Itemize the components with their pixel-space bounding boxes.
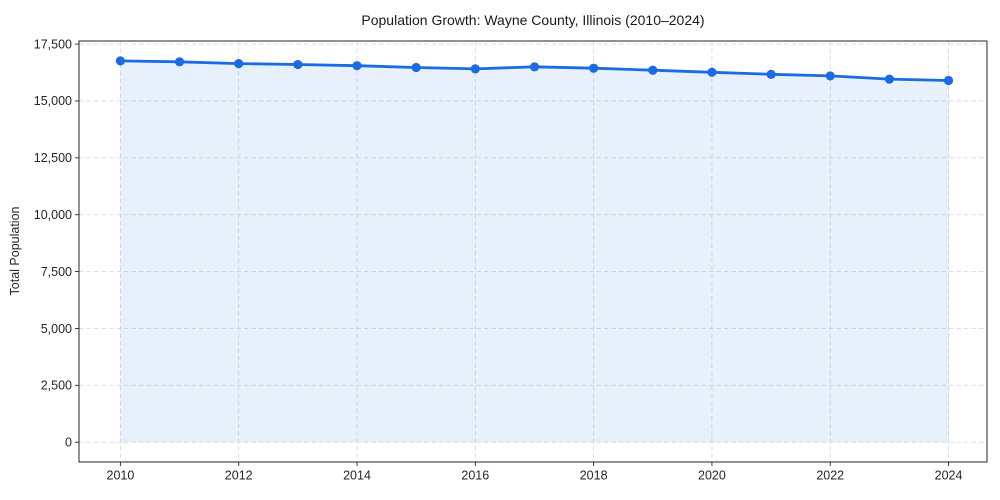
y-tick-label: 17,500 <box>34 37 72 51</box>
x-tick-label: 2024 <box>935 469 963 483</box>
data-point-marker <box>174 57 185 67</box>
data-point-marker <box>648 65 658 75</box>
area-fill <box>120 60 949 443</box>
x-tick-label: 2018 <box>580 469 608 483</box>
x-tick-label: 2020 <box>698 469 726 483</box>
x-tick-label: 2022 <box>816 469 844 483</box>
plot-frame <box>78 40 988 463</box>
data-point-marker <box>234 59 244 69</box>
data-point-marker <box>293 59 303 70</box>
data-point-marker <box>884 74 894 84</box>
data-point-marker <box>470 64 480 74</box>
x-tick-label: 2016 <box>461 469 489 483</box>
data-point-marker <box>352 61 362 71</box>
y-tick-label: 10,000 <box>34 208 72 222</box>
data-point-marker <box>589 63 599 73</box>
y-tick-labels: 0 2,500 5,000 7,500 10,000 12,500 15,000 17,500 <box>34 37 72 449</box>
x-tick-labels: 2010 2012 2014 2016 2018 2020 2022 2024 <box>107 469 963 483</box>
gridlines <box>79 41 987 462</box>
data-point-marker <box>411 62 421 73</box>
x-tick-label: 2012 <box>225 469 253 483</box>
population-area-fill <box>120 60 949 443</box>
data-point-marker <box>825 71 835 81</box>
y-tick-label: 0 <box>65 436 72 450</box>
data-point-marker <box>529 62 540 72</box>
y-tick-label: 7,500 <box>41 265 72 279</box>
data-point-marker <box>766 69 776 79</box>
x-tick-label: 2010 <box>107 469 135 483</box>
chart-title: Population Growth: Wayne County, Illinoi… <box>361 12 704 28</box>
y-tick-label: 2,500 <box>41 379 72 393</box>
data-point-marker <box>707 67 717 77</box>
data-point-marker <box>115 56 126 66</box>
y-tick-label: 12,500 <box>34 151 72 165</box>
axis-tick-marks <box>75 43 950 466</box>
x-tick-label: 2014 <box>343 469 371 483</box>
y-tick-label: 15,000 <box>34 94 72 108</box>
data-points <box>115 56 954 86</box>
data-point-marker <box>943 75 954 86</box>
y-tick-label: 5,000 <box>41 322 72 336</box>
y-axis-label: Total Population <box>8 206 22 295</box>
